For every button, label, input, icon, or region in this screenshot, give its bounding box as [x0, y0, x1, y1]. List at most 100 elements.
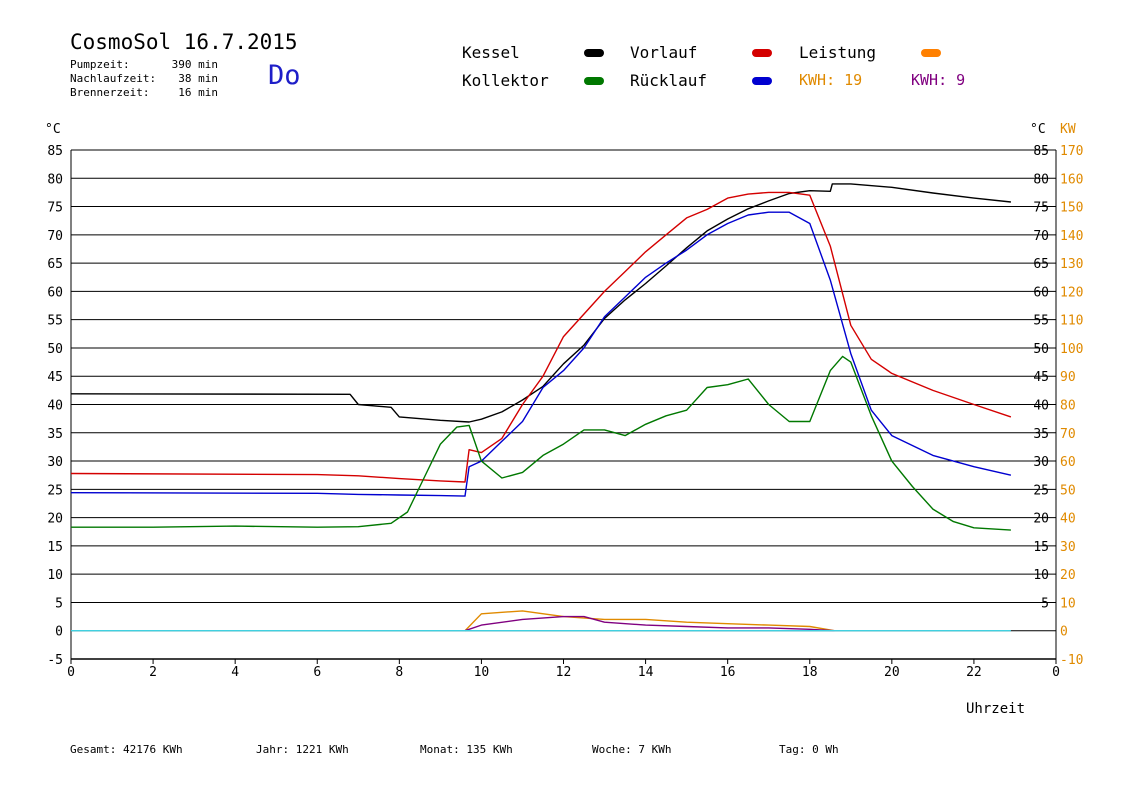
legend-label: Rücklauf [630, 71, 708, 90]
y-tick-label-left: 35 [47, 427, 63, 442]
kwh-purple: KWH: 9 [911, 71, 966, 89]
kw-tick-label: 70 [1060, 427, 1076, 442]
chart-title: CosmoSol 16.7.2015 [70, 30, 298, 54]
stat-value: 390 min [171, 58, 218, 71]
y-tick-label-left: 40 [47, 399, 63, 414]
x-tick-label: 0 [1052, 665, 1060, 680]
y-axis-unit-right: °C [1030, 122, 1046, 137]
y-tick-label-left: 45 [47, 370, 63, 385]
weekday-label: Do [268, 60, 301, 91]
kw-tick-label: 100 [1060, 342, 1083, 357]
legend-label: Leistung [799, 43, 877, 62]
legend-label: Kollektor [462, 71, 549, 90]
stat-label: Brennerzeit: [70, 86, 150, 99]
series-line-kessel [70, 183, 1011, 423]
legend-swatch [921, 48, 941, 57]
kw-tick-label: 130 [1060, 257, 1083, 272]
runtime-stats: Pumpzeit: 390 min Nachlaufzeit: 38 min B… [70, 58, 218, 100]
x-tick-label: 22 [966, 665, 982, 680]
x-tick-label: 2 [149, 665, 157, 680]
kw-tick-label: 40 [1060, 512, 1076, 527]
legend-kessel: Kessel [462, 43, 604, 62]
footer-tag: Tag: 0 Wh [779, 743, 839, 756]
kw-tick-label: 160 [1060, 172, 1083, 187]
y-tick-label-right: 60 [1033, 285, 1049, 300]
legend-label: Kessel [462, 43, 520, 62]
y-tick-label-left: 70 [47, 229, 63, 244]
y-tick-label-left: 5 [55, 596, 63, 611]
series-line-kollektor [71, 355, 1011, 531]
stat-label: Nachlaufzeit: [70, 72, 157, 85]
kw-tick-label: 30 [1060, 540, 1076, 555]
x-tick-label: 16 [720, 665, 736, 680]
x-tick-label: 10 [474, 665, 490, 680]
y-tick-label-left: 75 [47, 201, 63, 216]
x-tick-label: 18 [802, 665, 818, 680]
y-tick-label-right: 55 [1033, 314, 1049, 329]
y-tick-label-left: 30 [47, 455, 63, 470]
kw-tick-label: 110 [1060, 314, 1083, 329]
legend-swatch [584, 48, 604, 57]
footer-monat: Monat: 135 KWh [420, 743, 513, 756]
x-tick-label: 4 [231, 665, 239, 680]
legend-swatch [752, 76, 772, 85]
y-tick-label-left: 65 [47, 257, 63, 272]
kw-tick-label: 50 [1060, 483, 1076, 498]
y-tick-label-left: 25 [47, 483, 63, 498]
series-line-r-cklauf [70, 211, 1012, 497]
series-line-kwh [464, 615, 835, 632]
legend-leistung: Leistung [799, 43, 941, 62]
stat-value: 16 min [178, 86, 218, 99]
kw-tick-label: 140 [1060, 229, 1083, 244]
y-tick-label-left: 0 [55, 625, 63, 640]
kwh-orange: KWH: 19 [799, 71, 863, 89]
x-tick-label: 12 [556, 665, 572, 680]
kw-tick-label: 120 [1060, 285, 1083, 300]
y-axis-unit-left: °C [45, 122, 61, 137]
x-tick-label: 6 [313, 665, 321, 680]
y-tick-label-left: 15 [47, 540, 63, 555]
y-tick-label-left: 80 [47, 172, 63, 187]
kw-tick-label: 150 [1060, 201, 1083, 216]
y-tick-label-left: 55 [47, 314, 63, 329]
legend-vorlauf: Vorlauf [630, 43, 772, 62]
stat-row-brennerzeit: Brennerzeit: 16 min [70, 86, 218, 100]
y-tick-label-right: 50 [1033, 342, 1049, 357]
kw-tick-label: 60 [1060, 455, 1076, 470]
y-tick-label-right: 10 [1033, 568, 1049, 583]
kw-axis-unit: KW [1060, 122, 1076, 137]
kw-tick-label: 0 [1060, 625, 1068, 640]
y-tick-label-right: 20 [1033, 512, 1049, 527]
kw-tick-label: -10 [1060, 653, 1083, 668]
legend-swatch [584, 76, 604, 85]
y-tick-label-left: 20 [47, 512, 63, 527]
stat-row-nachlaufzeit: Nachlaufzeit: 38 min [70, 72, 218, 86]
x-tick-label: 14 [638, 665, 654, 680]
stat-label: Pumpzeit: [70, 58, 130, 71]
stat-row-pumpzeit: Pumpzeit: 390 min [70, 58, 218, 72]
kw-tick-label: 90 [1060, 370, 1076, 385]
kw-tick-label: 170 [1060, 144, 1083, 159]
x-tick-label: 0 [67, 665, 75, 680]
footer-woche: Woche: 7 KWh [592, 743, 672, 756]
y-tick-label-right: 85 [1033, 144, 1049, 159]
y-tick-label-right: 15 [1033, 540, 1049, 555]
y-tick-label-right: 35 [1033, 427, 1049, 442]
y-tick-label-left: 10 [47, 568, 63, 583]
legend-ruecklauf: Rücklauf [630, 71, 772, 90]
y-tick-label-right: 40 [1033, 399, 1049, 414]
x-axis-title: Uhrzeit [966, 701, 1026, 717]
y-tick-label-left: -5 [47, 653, 63, 668]
y-tick-label-left: 60 [47, 285, 63, 300]
x-tick-label: 20 [884, 665, 900, 680]
y-tick-label-left: 50 [47, 342, 63, 357]
x-tick-label: 8 [395, 665, 403, 680]
y-tick-label-right: 5 [1041, 596, 1049, 611]
legend-swatch [752, 48, 772, 57]
y-tick-label-right: 45 [1033, 370, 1049, 385]
kw-tick-label: 10 [1060, 596, 1076, 611]
series-line-vorlauf [70, 191, 1012, 483]
y-tick-label-right: 25 [1033, 483, 1049, 498]
y-tick-label-right: 75 [1033, 201, 1049, 216]
